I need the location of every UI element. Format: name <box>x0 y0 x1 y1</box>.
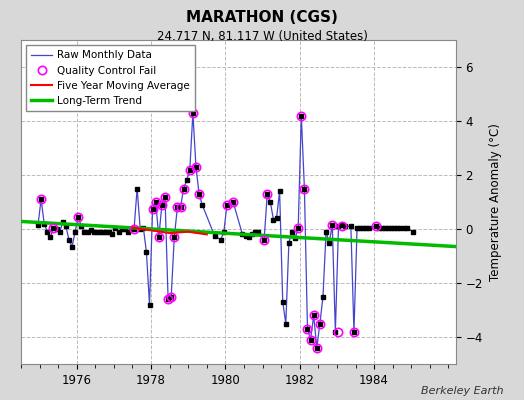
Quality Control Fail <box>180 186 187 191</box>
Five Year Moving Average <box>167 231 173 236</box>
Quality Control Fail <box>177 205 183 210</box>
Quality Control Fail <box>131 226 137 231</box>
Quality Control Fail <box>149 206 156 211</box>
Quality Control Fail <box>190 110 196 115</box>
Line: Five Year Moving Average: Five Year Moving Average <box>133 228 207 234</box>
Raw Monthly Data <box>35 222 41 227</box>
Text: Berkeley Earth: Berkeley Earth <box>421 386 503 396</box>
Quality Control Fail <box>50 225 57 230</box>
Quality Control Fail <box>339 224 345 229</box>
Raw Monthly Data <box>122 226 128 231</box>
Quality Control Fail <box>193 164 199 169</box>
Quality Control Fail <box>174 205 181 210</box>
Raw Monthly Data <box>314 346 320 350</box>
Quality Control Fail <box>304 326 311 331</box>
Quality Control Fail <box>75 214 81 219</box>
Raw Monthly Data <box>196 192 202 196</box>
Quality Control Fail <box>329 222 335 227</box>
Five Year Moving Average <box>185 229 191 234</box>
Quality Control Fail <box>162 194 168 199</box>
Quality Control Fail <box>159 202 165 207</box>
Quality Control Fail <box>230 200 236 204</box>
Quality Control Fail <box>351 329 357 334</box>
Quality Control Fail <box>261 238 267 242</box>
Quality Control Fail <box>301 186 308 191</box>
Quality Control Fail <box>224 202 230 207</box>
Quality Control Fail <box>317 321 323 326</box>
Raw Monthly Data <box>162 194 168 199</box>
Raw Monthly Data <box>410 229 416 234</box>
Line: Quality Control Fail: Quality Control Fail <box>37 109 380 352</box>
Five Year Moving Average <box>129 225 136 230</box>
Quality Control Fail <box>168 294 174 299</box>
Five Year Moving Average <box>204 232 210 237</box>
Raw Monthly Data <box>400 225 407 230</box>
Quality Control Fail <box>187 167 193 172</box>
Quality Control Fail <box>373 224 379 229</box>
Quality Control Fail <box>196 192 202 196</box>
Quality Control Fail <box>314 346 320 350</box>
Text: MARATHON (CGS): MARATHON (CGS) <box>186 10 338 25</box>
Y-axis label: Temperature Anomaly (°C): Temperature Anomaly (°C) <box>488 123 501 281</box>
Text: 24.717 N, 81.117 W (United States): 24.717 N, 81.117 W (United States) <box>157 30 367 43</box>
Quality Control Fail <box>311 313 317 318</box>
Line: Raw Monthly Data: Raw Monthly Data <box>38 113 413 348</box>
Quality Control Fail <box>171 235 178 240</box>
Quality Control Fail <box>308 337 314 342</box>
Quality Control Fail <box>165 297 171 302</box>
Raw Monthly Data <box>112 225 118 230</box>
Raw Monthly Data <box>190 110 196 115</box>
Quality Control Fail <box>298 113 304 118</box>
Legend: Raw Monthly Data, Quality Control Fail, Five Year Moving Average, Long-Term Tren: Raw Monthly Data, Quality Control Fail, … <box>26 45 195 111</box>
Quality Control Fail <box>335 329 342 334</box>
Quality Control Fail <box>156 235 162 240</box>
Raw Monthly Data <box>261 238 267 242</box>
Quality Control Fail <box>38 197 44 202</box>
Quality Control Fail <box>152 200 159 204</box>
Quality Control Fail <box>295 225 301 230</box>
Quality Control Fail <box>264 192 270 196</box>
Five Year Moving Average <box>148 228 154 233</box>
